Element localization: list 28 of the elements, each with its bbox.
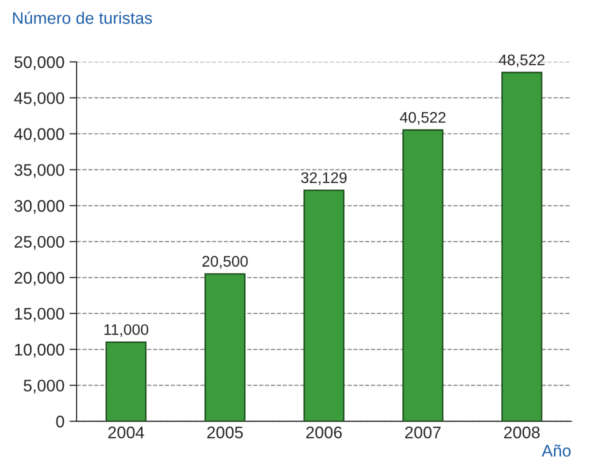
x-tick-label: 2005 xyxy=(207,426,243,438)
data-label: 20,500 xyxy=(202,256,248,269)
y-tick-label: 15,000 xyxy=(15,308,64,322)
y-tick-label: 0 xyxy=(56,416,64,428)
x-tick-label: 2007 xyxy=(405,426,441,438)
y-tick-label: 20,000 xyxy=(14,272,64,286)
x-tick-label: 2004 xyxy=(108,426,144,438)
x-axis-title: Año xyxy=(542,444,571,457)
data-label: 48,522 xyxy=(498,54,544,68)
y-tick-label: 5,000 xyxy=(24,380,64,394)
y-tick-label: 10,000 xyxy=(15,344,64,358)
y-tick-label: 25,000 xyxy=(14,236,64,250)
y-tick-label: 40,000 xyxy=(14,128,64,142)
chart-title: Número de turistas xyxy=(13,12,152,24)
bar xyxy=(303,190,344,422)
y-tick-label: 45,000 xyxy=(14,92,64,106)
bar xyxy=(204,273,246,422)
bar xyxy=(106,342,147,422)
y-tick-label: 50,000 xyxy=(14,56,64,70)
bar xyxy=(501,72,542,422)
y-tick-label: 35,000 xyxy=(14,164,64,178)
bar xyxy=(402,129,444,422)
y-tick-label: 30,000 xyxy=(14,200,64,214)
data-label: 40,522 xyxy=(400,112,446,125)
data-label: 11,000 xyxy=(104,324,148,337)
x-tick-label: 2008 xyxy=(504,426,540,438)
x-tick-label: 2006 xyxy=(306,426,342,438)
data-label: 32,129 xyxy=(301,172,347,185)
